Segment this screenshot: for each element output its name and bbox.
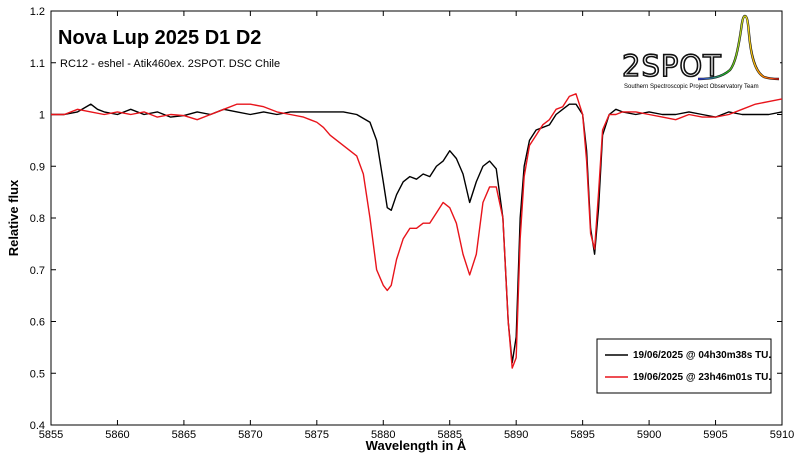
x-tick-label: 5890 bbox=[504, 429, 528, 441]
chart-subtitle: RC12 - eshel - Atik460ex. 2SPOT. DSC Chi… bbox=[60, 58, 280, 70]
x-tick-label: 5855 bbox=[39, 429, 63, 441]
x-tick-label: 5885 bbox=[437, 429, 461, 441]
x-tick-label: 5860 bbox=[105, 429, 129, 441]
axis-ticks: 5855 5860 5865 5870 5875 5880 5885 5890 5895 5900… bbox=[30, 6, 795, 441]
y-tick-label: 1.1 bbox=[30, 58, 45, 70]
y-tick-label: 0.9 bbox=[30, 161, 45, 173]
legend-label-series-1: 19/06/2025 @ 04h30m38s TU. bbox=[633, 350, 771, 361]
y-tick-label: 0.6 bbox=[30, 317, 45, 329]
chart-title: Nova Lup 2025 D1 D2 bbox=[58, 27, 261, 49]
x-tick-label: 5905 bbox=[703, 429, 727, 441]
x-tick-label: 5910 bbox=[770, 429, 794, 441]
y-tick-label: 1 bbox=[39, 110, 45, 122]
y-tick-label: 0.4 bbox=[30, 420, 45, 432]
y-tick-label: 0.5 bbox=[30, 368, 45, 380]
x-tick-label: 5900 bbox=[637, 429, 661, 441]
legend-box bbox=[596, 338, 772, 394]
x-tick-label: 5865 bbox=[172, 429, 196, 441]
y-tick-label: 0.8 bbox=[30, 213, 45, 225]
y-tick-label: 0.7 bbox=[30, 265, 45, 277]
series-line-1 bbox=[51, 103, 783, 364]
x-tick-label: 5895 bbox=[570, 429, 594, 441]
y-axis-title: Relative flux bbox=[6, 179, 21, 256]
legend-label-series-2: 19/06/2025 @ 23h46m01s TU. bbox=[633, 372, 771, 383]
logo-peak-icon bbox=[697, 15, 780, 80]
x-tick-label: 5880 bbox=[371, 429, 395, 441]
y-tick-label: 1.2 bbox=[30, 6, 45, 18]
x-tick-label: 5870 bbox=[238, 429, 262, 441]
logo-text: 2SPOT bbox=[622, 49, 722, 83]
x-axis-title: Wavelength in Å bbox=[366, 438, 467, 453]
logo-caption: Southern Spectroscopic Project Observato… bbox=[624, 84, 759, 90]
x-tick-label: 5875 bbox=[305, 429, 329, 441]
legend: 19/06/2025 @ 04h30m38s TU. 19/06/2025 @ … bbox=[596, 338, 772, 394]
2spot-logo: 2SPOT Southern Spectroscopic Project Obs… bbox=[616, 14, 780, 92]
series-lines bbox=[51, 93, 783, 369]
series-line-2 bbox=[51, 93, 783, 369]
